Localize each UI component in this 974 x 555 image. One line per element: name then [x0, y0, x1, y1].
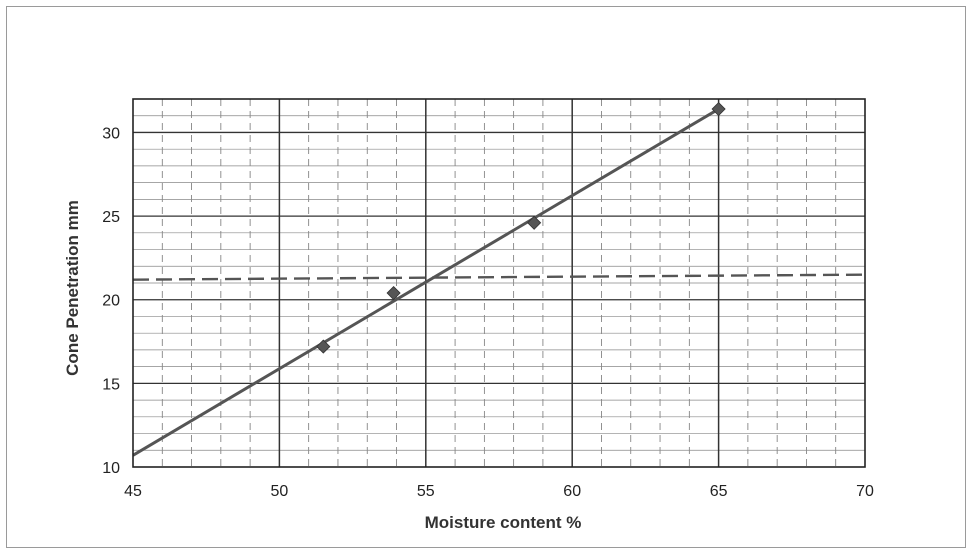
- data-point: [316, 339, 331, 354]
- data-points: [316, 101, 726, 354]
- y-tick-labels: 10 15 20 25 30: [102, 125, 120, 477]
- reference-line-group: [132, 273, 866, 281]
- y-tick-label: 25: [102, 209, 120, 226]
- x-axis-title: Moisture content %: [425, 513, 582, 532]
- x-tick-label: 65: [710, 483, 728, 500]
- x-tick-label: 50: [271, 483, 289, 500]
- y-axis-title: Cone Penetration mm: [63, 200, 82, 376]
- data-point: [711, 101, 726, 117]
- plot-border: [132, 98, 866, 468]
- x-tick-labels: 45 50 55 60 65 70: [124, 483, 874, 500]
- data-point: [527, 215, 542, 230]
- x-tick-label: 45: [124, 483, 142, 500]
- reference-line: [132, 273, 866, 281]
- y-tick-label: 15: [102, 376, 120, 393]
- x-tick-label: 70: [856, 483, 874, 500]
- trendline-group: [132, 107, 720, 457]
- minor-grid: [133, 98, 865, 467]
- y-tick-label: 30: [102, 125, 120, 142]
- y-tick-label: 20: [102, 293, 120, 310]
- x-tick-label: 60: [563, 483, 581, 500]
- x-tick-label: 55: [417, 483, 435, 500]
- trendline: [132, 107, 720, 457]
- chart-frame: [6, 6, 966, 548]
- data-point: [386, 285, 401, 301]
- y-tick-label: 10: [102, 460, 120, 477]
